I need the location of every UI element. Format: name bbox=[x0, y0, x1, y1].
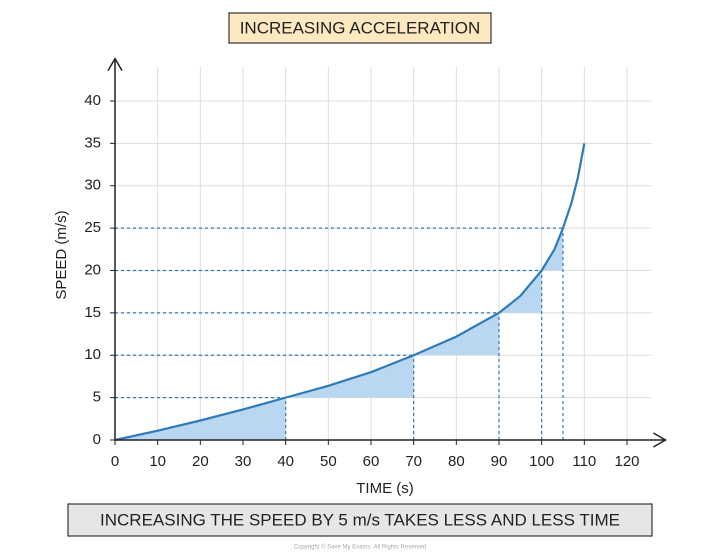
plot bbox=[114, 143, 586, 442]
shaded-region bbox=[115, 397, 286, 440]
y-tick-label: 5 bbox=[93, 389, 101, 406]
y-tick-label: 10 bbox=[84, 346, 101, 363]
x-tick-label: 50 bbox=[320, 453, 337, 470]
y-tick-label: 25 bbox=[84, 219, 101, 236]
shaded-region bbox=[285, 355, 414, 398]
speed-curve bbox=[114, 143, 586, 442]
y-axis-label: SPEED (m/s) bbox=[53, 210, 70, 299]
y-arrow bbox=[107, 57, 123, 72]
x-tick-label: 120 bbox=[614, 453, 639, 470]
x-arrow bbox=[653, 432, 667, 448]
x-tick-label: 70 bbox=[405, 453, 422, 470]
copyright: Copyright © Save My Exams. All Rights Re… bbox=[294, 544, 426, 551]
caption: INCREASING THE SPEED BY 5 m/s TAKES LESS… bbox=[100, 510, 620, 529]
shaded-region bbox=[541, 228, 563, 271]
x-tick-label: 80 bbox=[448, 453, 465, 470]
x-tick-label: 100 bbox=[529, 453, 554, 470]
x-tick-label: 30 bbox=[235, 453, 252, 470]
y-tick-label: 40 bbox=[84, 92, 101, 109]
y-tick-label: 15 bbox=[84, 304, 101, 321]
title-box bbox=[228, 12, 492, 44]
y-tick-label: 35 bbox=[84, 134, 101, 151]
y-tick-label: 30 bbox=[84, 177, 101, 194]
chart-title: INCREASING ACCELERATION bbox=[240, 18, 481, 37]
x-tick-label: 60 bbox=[363, 453, 380, 470]
x-tick-label: 110 bbox=[572, 453, 596, 470]
x-axis-label: TIME (s) bbox=[356, 480, 414, 497]
x-tick-label: 40 bbox=[277, 453, 294, 470]
shaded-region bbox=[413, 312, 499, 356]
x-tick-label: 20 bbox=[192, 453, 209, 470]
x-tick-label: 90 bbox=[491, 453, 508, 470]
y-tick-label: 20 bbox=[84, 261, 101, 278]
x-tick-label: 0 bbox=[111, 453, 119, 470]
x-tick-label: 10 bbox=[149, 453, 166, 470]
y-tick-label: 0 bbox=[93, 431, 101, 448]
caption-box bbox=[67, 503, 653, 537]
shaded-region bbox=[499, 270, 542, 313]
